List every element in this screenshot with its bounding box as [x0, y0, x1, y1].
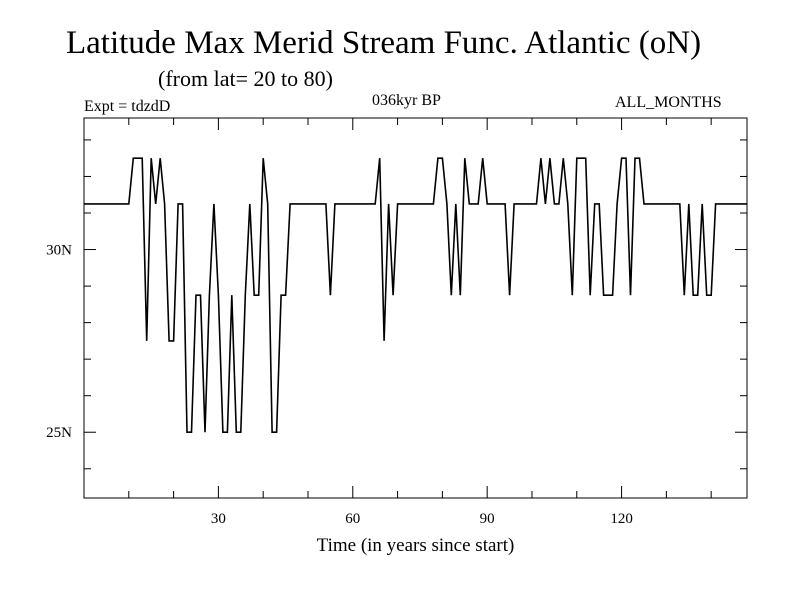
chart-subtitle: (from lat= 20 to 80) [158, 66, 333, 91]
y-tick-label: 25N [46, 425, 72, 441]
months-label: ALL_MONTHS [615, 94, 722, 111]
series-line [84, 157, 747, 433]
plot-frame [83, 117, 748, 499]
x-axis-label: Time (in years since start) [317, 535, 515, 556]
y-tick-label: 30N [46, 243, 72, 259]
x-tick-label: 90 [480, 511, 495, 527]
x-tick-label: 120 [610, 511, 633, 527]
x-tick-label: 60 [345, 511, 360, 527]
experiment-label: Expt = tdzdD [84, 98, 171, 115]
x-tick-label: 30 [211, 511, 226, 527]
axis-tick-labels: 30 60 90 120 25N 30N [46, 243, 633, 527]
chart-title: Latitude Max Merid Stream Func. Atlantic… [66, 25, 702, 61]
period-label: 036kyr BP [372, 92, 441, 109]
axis-ticks [84, 118, 747, 498]
